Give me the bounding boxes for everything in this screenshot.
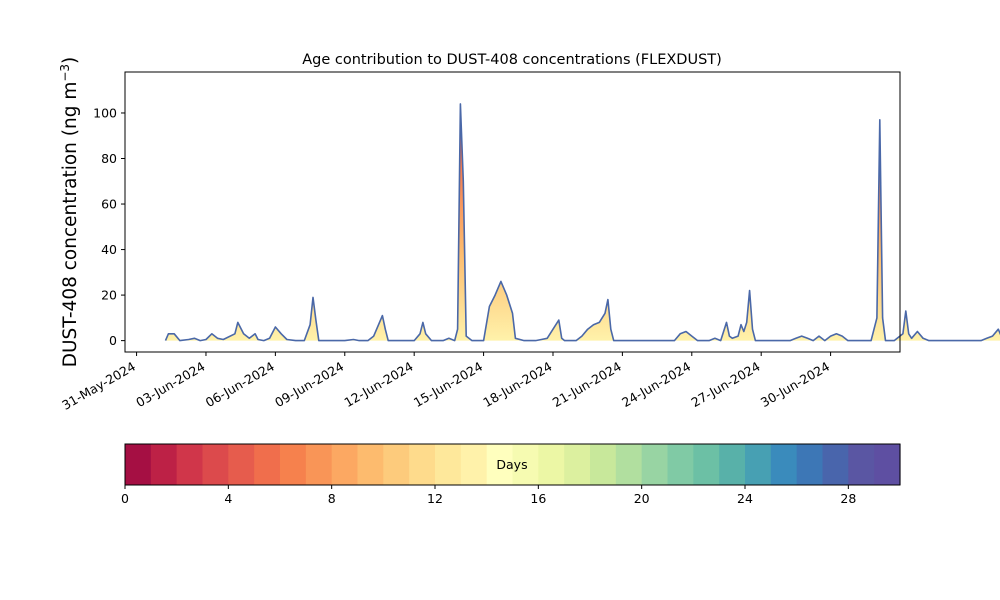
plot-area — [164, 103, 1000, 342]
colorbar-segment — [125, 444, 152, 485]
colorbar: 0 4 8 12 16 20 24 28 — [121, 443, 901, 506]
colorbar-tick-label: 8 — [328, 491, 336, 506]
x-tick-label: 03-Jun-2024 — [133, 359, 207, 410]
colorbar-segment — [512, 444, 539, 485]
y-axis-label: DUST-408 concentration (ng m−3) — [58, 57, 81, 368]
colorbar-segment — [150, 444, 178, 485]
x-tick-label: 24-Jun-2024 — [619, 359, 693, 410]
colorbar-segment — [383, 444, 410, 485]
total-concentration-line — [164, 103, 1000, 342]
colorbar-segment — [848, 444, 875, 485]
colorbar-segment — [280, 444, 307, 485]
colorbar-segment — [693, 444, 720, 485]
x-tick-label: 06-Jun-2024 — [203, 359, 277, 410]
colorbar-segment — [770, 444, 798, 485]
colorbar-segment — [486, 444, 514, 485]
colorbar-label: Days — [496, 457, 527, 472]
colorbar-segment — [745, 444, 772, 485]
colorbar-tick-label: 28 — [840, 491, 856, 506]
colorbar-segment — [641, 444, 669, 485]
colorbar-frame — [124, 443, 901, 486]
colorbar-tick-label: 0 — [121, 491, 129, 506]
y-tick-label: 20 — [101, 288, 117, 303]
colorbar-segment — [564, 444, 591, 485]
colorbar-segment — [874, 444, 901, 485]
colorbar-segment — [228, 444, 255, 485]
colorbar-tick-label: 4 — [224, 491, 232, 506]
x-tick-label: 09-Jun-2024 — [272, 359, 346, 410]
x-tick-label: 12-Jun-2024 — [342, 359, 416, 410]
colorbar-tick-label: 20 — [634, 491, 650, 506]
svg-text:DUST-408 concentration (ng m−3: DUST-408 concentration (ng m−3) — [58, 57, 81, 368]
x-tick-label: 21-Jun-2024 — [550, 359, 624, 410]
colorbar-segment — [357, 444, 384, 485]
plot-frame — [124, 71, 901, 353]
y-tick-label: 60 — [101, 197, 117, 212]
chart-title: Age contribution to DUST-408 concentrati… — [302, 52, 722, 68]
y-tick-label: 0 — [109, 333, 117, 348]
y-axis-label-unit-exponent: −3 — [58, 64, 72, 82]
y-axis-label-main: DUST-408 concentration (ng m — [60, 82, 81, 368]
colorbar-segment — [331, 444, 359, 485]
x-tick-label: 27-Jun-2024 — [689, 359, 763, 410]
colorbar-segment — [590, 444, 617, 485]
colorbar-segment — [796, 444, 824, 485]
colorbar-segment — [667, 444, 694, 485]
colorbar-tick-label: 12 — [427, 491, 443, 506]
y-axis-label-close: ) — [60, 57, 81, 64]
x-axis: 31-May-202403-Jun-202406-Jun-202409-Jun-… — [59, 352, 832, 413]
y-tick-label: 80 — [101, 151, 117, 166]
colorbar-segment — [615, 444, 643, 485]
x-tick-label: 18-Jun-2024 — [480, 359, 554, 410]
colorbar-segment — [435, 444, 462, 485]
x-tick-label: 30-Jun-2024 — [758, 359, 832, 410]
colorbar-tick-label: 16 — [530, 491, 546, 506]
y-tick-label: 40 — [101, 242, 117, 257]
colorbar-segment — [254, 444, 281, 485]
colorbar-tick-label: 24 — [737, 491, 753, 506]
y-axis: 0 20 40 60 80 100 — [93, 105, 125, 348]
colorbar-segment — [719, 444, 746, 485]
y-tick-label: 100 — [93, 105, 117, 120]
colorbar-segment — [460, 444, 488, 485]
colorbar-segment — [176, 444, 204, 485]
colorbar-segment — [305, 444, 333, 485]
x-tick-label: 15-Jun-2024 — [411, 359, 485, 410]
colorbar-segment — [822, 444, 849, 485]
colorbar-segment — [202, 444, 229, 485]
colorbar-segment — [409, 444, 436, 485]
age-contribution-area — [165, 103, 1000, 341]
colorbar-segment — [538, 444, 565, 485]
